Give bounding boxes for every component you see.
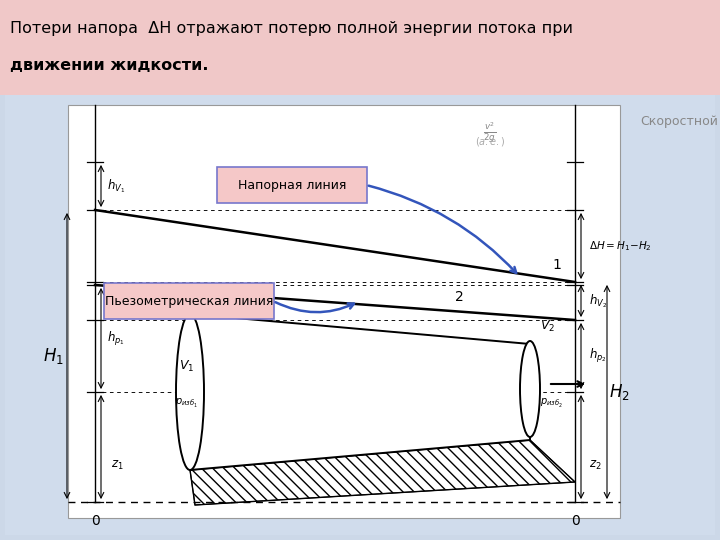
Bar	[5, 95, 715, 535]
Bar	[68, 105, 620, 518]
Text: $\frac{v^2}{2g}$: $\frac{v^2}{2g}$	[483, 120, 497, 144]
Text: 1: 1	[552, 258, 562, 272]
Text: $z_2$: $z_2$	[589, 458, 602, 471]
Text: $H_1$: $H_1$	[42, 346, 63, 366]
Text: $h_{p_1}$: $h_{p_1}$	[107, 329, 125, 348]
Text: $\Delta H = H_1{-}H_2$: $\Delta H = H_1{-}H_2$	[589, 239, 652, 253]
Text: Потери напора  ΔH отражают потерю полной энергии потока при: Потери напора ΔH отражают потерю полной …	[10, 21, 573, 36]
Ellipse shape	[520, 341, 540, 437]
FancyBboxPatch shape	[104, 283, 274, 319]
Text: $p_{изб_2}$: $p_{изб_2}$	[540, 397, 563, 410]
Text: движении жидкости.: движении жидкости.	[10, 57, 209, 72]
Text: $p_{изб_1}$: $p_{изб_1}$	[176, 397, 199, 410]
Text: $h_{V_1}$: $h_{V_1}$	[107, 177, 125, 195]
Text: $h_{p_2}$: $h_{p_2}$	[589, 347, 607, 365]
Text: $z_1$: $z_1$	[111, 458, 124, 471]
Text: $V_2$: $V_2$	[540, 319, 555, 334]
Text: $V_1$: $V_1$	[179, 359, 194, 374]
Text: 2: 2	[454, 290, 464, 304]
Text: Пьезометрическая линия: Пьезометрическая линия	[105, 294, 273, 307]
Bar	[0, 0, 720, 95]
FancyBboxPatch shape	[217, 167, 367, 203]
Polygon shape	[190, 314, 530, 470]
Text: $H_2$: $H_2$	[608, 382, 629, 402]
Ellipse shape	[176, 314, 204, 470]
Text: Напорная линия: Напорная линия	[238, 179, 346, 192]
Text: 0: 0	[571, 514, 580, 528]
Text: Скоростной: Скоростной	[640, 115, 718, 128]
Text: 0: 0	[91, 514, 99, 528]
Text: $(a.e.)$: $(a.e.)$	[474, 135, 505, 148]
Text: $h_{V_2}$: $h_{V_2}$	[589, 292, 607, 310]
